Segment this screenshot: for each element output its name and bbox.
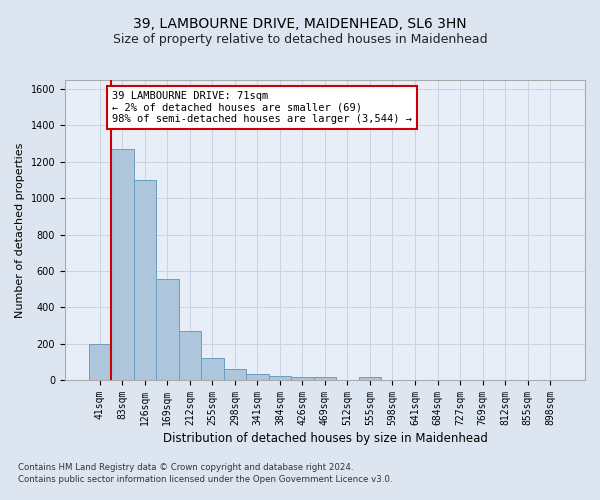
Bar — [291, 378, 314, 380]
Text: 39 LAMBOURNE DRIVE: 71sqm
← 2% of detached houses are smaller (69)
98% of semi-d: 39 LAMBOURNE DRIVE: 71sqm ← 2% of detach… — [112, 91, 412, 124]
Text: Contains HM Land Registry data © Crown copyright and database right 2024.: Contains HM Land Registry data © Crown c… — [18, 464, 353, 472]
X-axis label: Distribution of detached houses by size in Maidenhead: Distribution of detached houses by size … — [163, 432, 487, 445]
Y-axis label: Number of detached properties: Number of detached properties — [15, 142, 25, 318]
Bar — [269, 376, 291, 380]
Bar — [89, 344, 111, 380]
Bar — [246, 374, 269, 380]
Text: Contains public sector information licensed under the Open Government Licence v3: Contains public sector information licen… — [18, 475, 392, 484]
Bar — [314, 378, 336, 380]
Text: 39, LAMBOURNE DRIVE, MAIDENHEAD, SL6 3HN: 39, LAMBOURNE DRIVE, MAIDENHEAD, SL6 3HN — [133, 18, 467, 32]
Bar — [134, 180, 156, 380]
Bar — [201, 358, 224, 380]
Bar — [224, 369, 246, 380]
Bar — [111, 149, 134, 380]
Text: Size of property relative to detached houses in Maidenhead: Size of property relative to detached ho… — [113, 32, 487, 46]
Bar — [156, 279, 179, 380]
Bar — [359, 378, 381, 380]
Bar — [179, 331, 201, 380]
